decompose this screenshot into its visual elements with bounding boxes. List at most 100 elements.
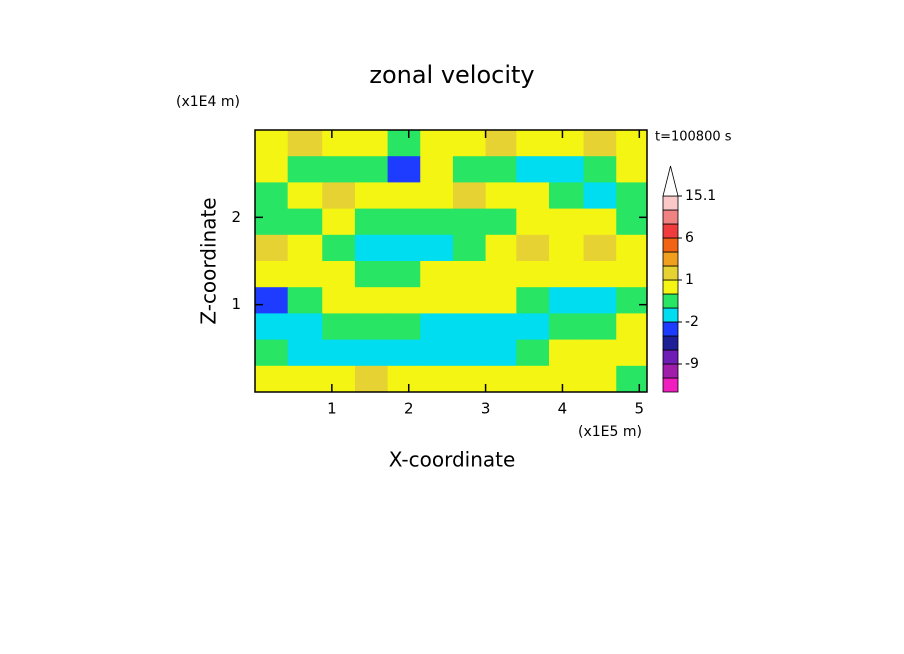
- colorbar-tick-label: -9: [685, 356, 699, 372]
- field-cell: [255, 365, 289, 393]
- field-cell: [354, 234, 389, 262]
- field-cell: [322, 365, 356, 393]
- field-cell: [616, 313, 648, 341]
- field-cell: [583, 182, 617, 210]
- field-cell: [354, 365, 389, 393]
- field-cell: [387, 208, 421, 236]
- field-cell: [255, 130, 289, 157]
- field-cell: [255, 339, 289, 367]
- colorbar-tick-label: 6: [685, 230, 694, 246]
- field-cell: [255, 208, 289, 236]
- field-cell: [516, 130, 550, 157]
- field-cell: [387, 313, 421, 341]
- field-cell: [287, 339, 323, 367]
- field-cell: [583, 313, 617, 341]
- field-cell: [549, 130, 585, 157]
- field-cell: [322, 208, 356, 236]
- field-cell: [485, 365, 517, 393]
- field-cell: [287, 365, 323, 393]
- field-cell: [549, 261, 585, 288]
- colorbar-segment: [662, 223, 679, 239]
- field-cell: [387, 339, 421, 367]
- x-tick-label: 1: [327, 400, 337, 418]
- field-cell: [387, 182, 421, 210]
- field-cell: [322, 182, 356, 210]
- field-cell: [583, 234, 617, 262]
- field-cell: [549, 339, 585, 367]
- field-cell: [420, 261, 454, 288]
- field-cell: [452, 365, 487, 393]
- field-cell: [420, 130, 454, 157]
- y-unit: (x1E4 m): [176, 94, 240, 110]
- field-cell: [583, 130, 617, 157]
- field-cell: [516, 313, 550, 341]
- colorbar-segment: [662, 237, 679, 253]
- colorbar-segment: [662, 363, 679, 379]
- colorbar-segment: [662, 195, 679, 211]
- field-cell: [287, 261, 323, 288]
- field-cell: [616, 261, 648, 288]
- colorbar-segment: [662, 251, 679, 267]
- field-cell: [516, 208, 550, 236]
- field-cell: [322, 313, 356, 341]
- field-cell: [616, 182, 648, 210]
- field-cell: [452, 339, 487, 367]
- field-cell: [616, 287, 648, 314]
- field-cell: [452, 234, 487, 262]
- field-cell: [354, 208, 389, 236]
- colorbar-over: [662, 165, 679, 197]
- field-cell: [322, 130, 356, 157]
- field-cell: [583, 261, 617, 288]
- colorbar-tick-label: 15.1: [685, 188, 716, 204]
- field-cell: [452, 287, 487, 314]
- field-cell: [354, 339, 389, 367]
- field-cell: [485, 156, 517, 183]
- field-cell: [549, 182, 585, 210]
- field-cell: [452, 156, 487, 183]
- plot-frame: [254, 129, 648, 393]
- field-cell: [287, 182, 323, 210]
- field-cell: [452, 313, 487, 341]
- field-cell: [549, 208, 585, 236]
- colorbar-segment: [662, 279, 679, 295]
- field-cell: [287, 313, 323, 341]
- field-cell: [516, 234, 550, 262]
- field-cell: [485, 208, 517, 236]
- field-cell: [287, 208, 323, 236]
- field-cell: [583, 287, 617, 314]
- y-tick-label: 1: [231, 295, 241, 313]
- field-cell: [583, 208, 617, 236]
- field-cell: [387, 156, 421, 183]
- field-cell: [549, 234, 585, 262]
- colorbar-tick-label: 1: [685, 272, 694, 288]
- field-cell: [616, 208, 648, 236]
- field-cell: [354, 287, 389, 314]
- x-tick-label: 3: [481, 400, 491, 418]
- colorbar-segment: [662, 293, 679, 309]
- field-cell: [354, 313, 389, 341]
- field-cell: [255, 287, 289, 314]
- colorbar-segment: [662, 377, 679, 393]
- field-cell: [452, 182, 487, 210]
- x-tick-label: 5: [635, 400, 645, 418]
- x-tick-label: 2: [404, 400, 414, 418]
- field-cell: [452, 130, 487, 157]
- colorbar-segment: [662, 321, 679, 337]
- colorbar-segment: [662, 335, 679, 351]
- y-axis-label: Z-coordinate: [197, 197, 221, 324]
- field-cell: [420, 313, 454, 341]
- colorbar-tick-label: -2: [685, 314, 699, 330]
- field-cell: [420, 365, 454, 393]
- field-cell: [322, 261, 356, 288]
- field-cell: [255, 313, 289, 341]
- field-cell: [452, 261, 487, 288]
- field-cell: [616, 234, 648, 262]
- field-cell: [549, 287, 585, 314]
- field-cell: [387, 261, 421, 288]
- field-cell: [287, 234, 323, 262]
- field-cell: [616, 156, 648, 183]
- field-cell: [322, 234, 356, 262]
- field-cell: [452, 208, 487, 236]
- colorbar-segment: [662, 265, 679, 281]
